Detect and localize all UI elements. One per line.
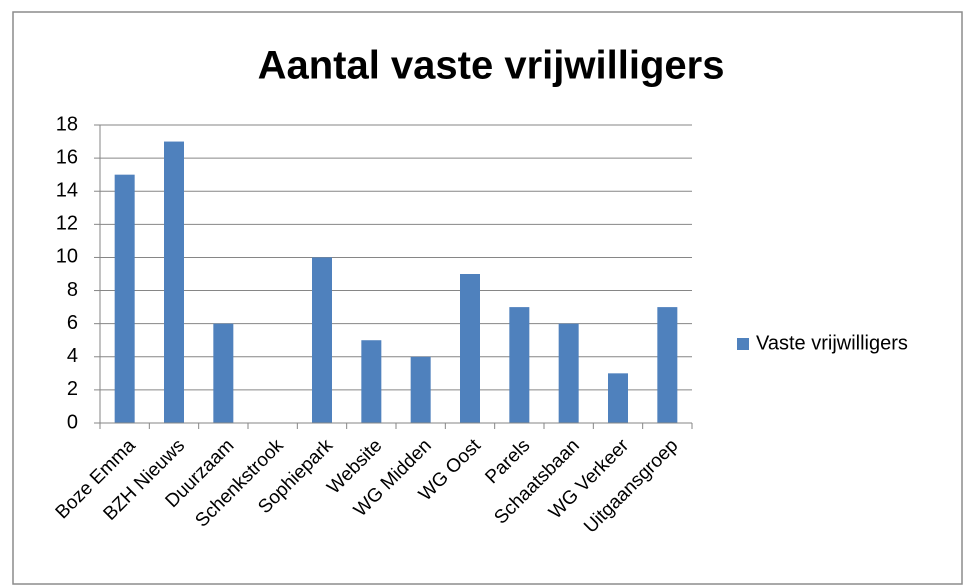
y-tick-label: 6 <box>67 312 78 334</box>
y-tick-label: 4 <box>67 345 78 367</box>
bar <box>657 307 678 423</box>
chart-border <box>12 11 963 585</box>
y-tick-label: 14 <box>56 180 78 202</box>
y-tick-label: 18 <box>56 113 78 135</box>
bar <box>114 174 135 423</box>
bar <box>558 323 579 423</box>
y-tick-label: 8 <box>67 279 78 301</box>
legend-swatch <box>737 338 749 350</box>
bar <box>509 307 530 423</box>
chart-title: Aantal vaste vrijwilligers <box>258 44 725 88</box>
bar <box>164 141 184 424</box>
bar <box>410 356 431 423</box>
bar <box>312 257 332 423</box>
bar <box>460 274 480 423</box>
bar <box>361 340 382 423</box>
bar <box>608 373 628 423</box>
y-tick-label: 10 <box>56 246 78 268</box>
y-tick-label: 12 <box>56 213 78 235</box>
y-tick-label: 16 <box>56 146 78 168</box>
legend-label: Vaste vrijwilligers <box>756 332 908 354</box>
y-tick-label: 0 <box>67 411 78 433</box>
y-tick-label: 2 <box>67 378 78 400</box>
bar <box>213 323 234 423</box>
